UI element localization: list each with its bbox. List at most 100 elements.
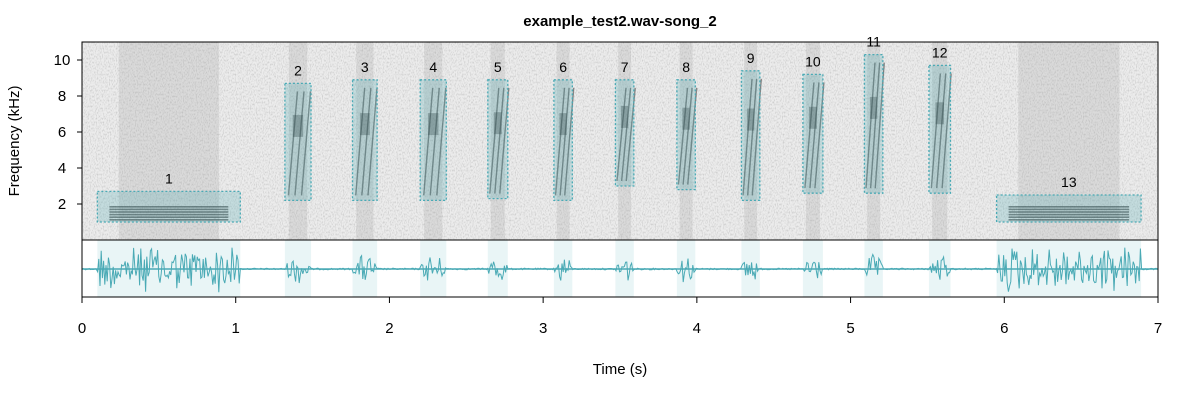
segment-energy-column: [356, 42, 374, 240]
x-tick-label: 4: [693, 320, 701, 337]
harmonic-band: [109, 213, 229, 216]
chirp-stroke: [869, 62, 881, 189]
x-axis-label: Time (s): [593, 361, 647, 378]
chirp-stroke: [554, 87, 566, 196]
segment-box: [419, 79, 447, 202]
chirp-stroke: [809, 82, 820, 189]
x-tick-label: 2: [385, 320, 393, 337]
chirp-stroke: [294, 91, 305, 196]
chirp-stroke: [930, 73, 942, 189]
x-tick-label: 5: [846, 320, 854, 337]
energy-core: [559, 113, 567, 136]
waveform-frame: [81, 239, 1159, 298]
segment-box: [487, 79, 509, 200]
segment-box: [553, 79, 573, 202]
x-tick-label: 6: [1000, 320, 1008, 337]
energy-core: [869, 96, 878, 119]
chirp-stroke: [874, 62, 885, 189]
energy-core: [808, 106, 817, 129]
harmonic-band: [109, 208, 229, 211]
segment-energy-column: [679, 42, 693, 240]
harmonic-band: [1008, 206, 1130, 208]
y-tick-label: 4: [58, 160, 66, 177]
chirp-stroke: [429, 87, 440, 196]
energy-core: [682, 107, 690, 130]
x-tick-label: 0: [78, 320, 86, 337]
y-tick-label: 6: [58, 124, 66, 141]
segment-label: 7: [621, 59, 629, 75]
chirp-stroke: [677, 87, 689, 185]
segment-label: 13: [1061, 174, 1077, 190]
y-tick-label: 8: [58, 88, 66, 105]
y-tick-label: 10: [54, 52, 71, 69]
chirp-stroke: [936, 73, 947, 189]
segment-box: [928, 64, 952, 194]
x-tick-label: 7: [1154, 320, 1162, 337]
segment-energy-column: [490, 42, 505, 240]
segment-energy-column: [618, 42, 632, 240]
harmonic-band: [109, 206, 229, 208]
chirp-stroke: [682, 87, 693, 185]
segment-box: [802, 73, 824, 194]
energy-core: [428, 113, 439, 136]
chirp-stroke: [742, 78, 753, 196]
energy-core: [359, 113, 370, 136]
chirp-stroke: [746, 78, 758, 196]
segment-label: 9: [747, 50, 755, 66]
segment-box: [995, 194, 1142, 223]
segment-label: 3: [361, 59, 369, 75]
waveform-panel: [81, 239, 1159, 298]
chirp-stroke: [300, 91, 312, 196]
x-axis: 0 1 2 3 4 5 6 7: [78, 297, 1162, 337]
y-axis-label: Frequency (kHz): [6, 86, 23, 197]
segment-box: [863, 53, 884, 194]
harmonic-band: [109, 216, 229, 218]
harmonic-band: [1008, 213, 1130, 216]
harmonic-band: [1008, 208, 1130, 211]
harmonic-band: [109, 219, 229, 221]
segment-label: 4: [429, 59, 437, 75]
chirp-stroke: [287, 91, 299, 196]
segment-label: 6: [559, 59, 567, 75]
energy-core: [620, 105, 629, 128]
segment-label: 10: [805, 53, 821, 69]
segment-box: [351, 79, 378, 202]
spectrogram-energy: [109, 42, 1130, 240]
chirp-stroke: [687, 87, 698, 185]
segment-box: [284, 82, 312, 202]
harmonic-band: [109, 211, 229, 213]
chirp-stroke: [494, 87, 505, 194]
waveform-trace: [82, 247, 1158, 293]
harmonic-band: [1008, 216, 1130, 218]
energy-core: [493, 112, 502, 135]
chart-title: example_test2.wav-song_2: [523, 13, 716, 30]
segment-energy-column: [805, 42, 820, 240]
chirp-stroke: [865, 62, 876, 189]
chirp-stroke: [361, 87, 372, 196]
energy-core: [746, 108, 755, 131]
segment-box: [96, 190, 241, 223]
harmonic-band: [1008, 219, 1130, 221]
segment-box: [740, 70, 761, 202]
segment-label: 2: [294, 62, 302, 78]
segment-label: 8: [682, 59, 690, 75]
x-tick-label: 3: [539, 320, 547, 337]
energy-core: [935, 102, 945, 125]
segment-box: [676, 79, 696, 191]
chirp-stroke: [804, 82, 815, 189]
segment-label: 1: [165, 170, 173, 186]
chirp-stroke: [489, 87, 500, 194]
chirp-stroke: [367, 87, 378, 196]
chirp-stroke: [616, 87, 627, 182]
spectrogram-noise: [82, 42, 1158, 240]
segment-label: 5: [494, 59, 502, 75]
harmonic-band: [1008, 211, 1130, 213]
energy-core: [292, 114, 304, 137]
segment-box: [614, 79, 635, 187]
chirp-stroke: [941, 73, 952, 189]
y-tick-label: 2: [58, 196, 66, 213]
chirp-stroke: [423, 87, 434, 196]
